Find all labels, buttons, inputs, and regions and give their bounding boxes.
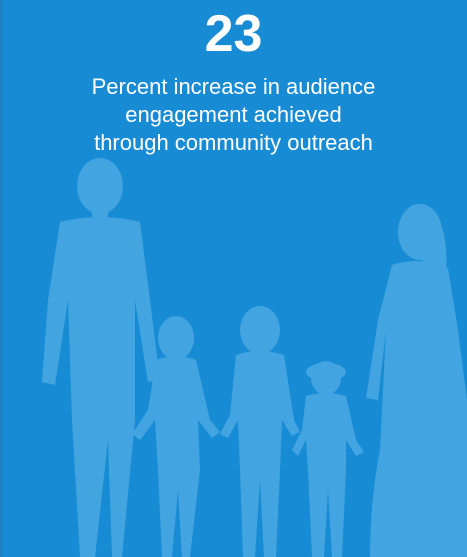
stat-caption: Percent increase in audience engagement …	[91, 74, 376, 155]
mother-silhouette	[366, 204, 467, 557]
father-silhouette	[42, 158, 160, 557]
left-edge-divider	[0, 0, 2, 557]
stat-value: 23	[204, 5, 263, 63]
boy-silhouette	[220, 306, 300, 557]
toddler-silhouette	[292, 361, 364, 557]
girl-silhouette	[132, 316, 220, 557]
